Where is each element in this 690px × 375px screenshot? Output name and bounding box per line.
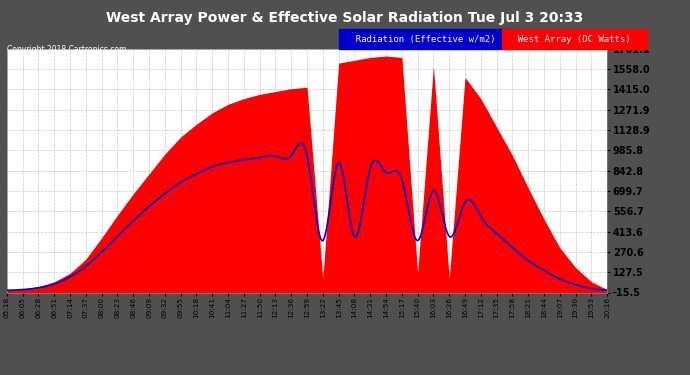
Text: West Array Power & Effective Solar Radiation Tue Jul 3 20:33: West Array Power & Effective Solar Radia…	[106, 11, 584, 25]
Text: Radiation (Effective w/m2): Radiation (Effective w/m2)	[345, 35, 506, 44]
Text: Copyright 2018 Cartronics.com: Copyright 2018 Cartronics.com	[7, 45, 126, 54]
Text: West Array (DC Watts): West Array (DC Watts)	[507, 35, 642, 44]
